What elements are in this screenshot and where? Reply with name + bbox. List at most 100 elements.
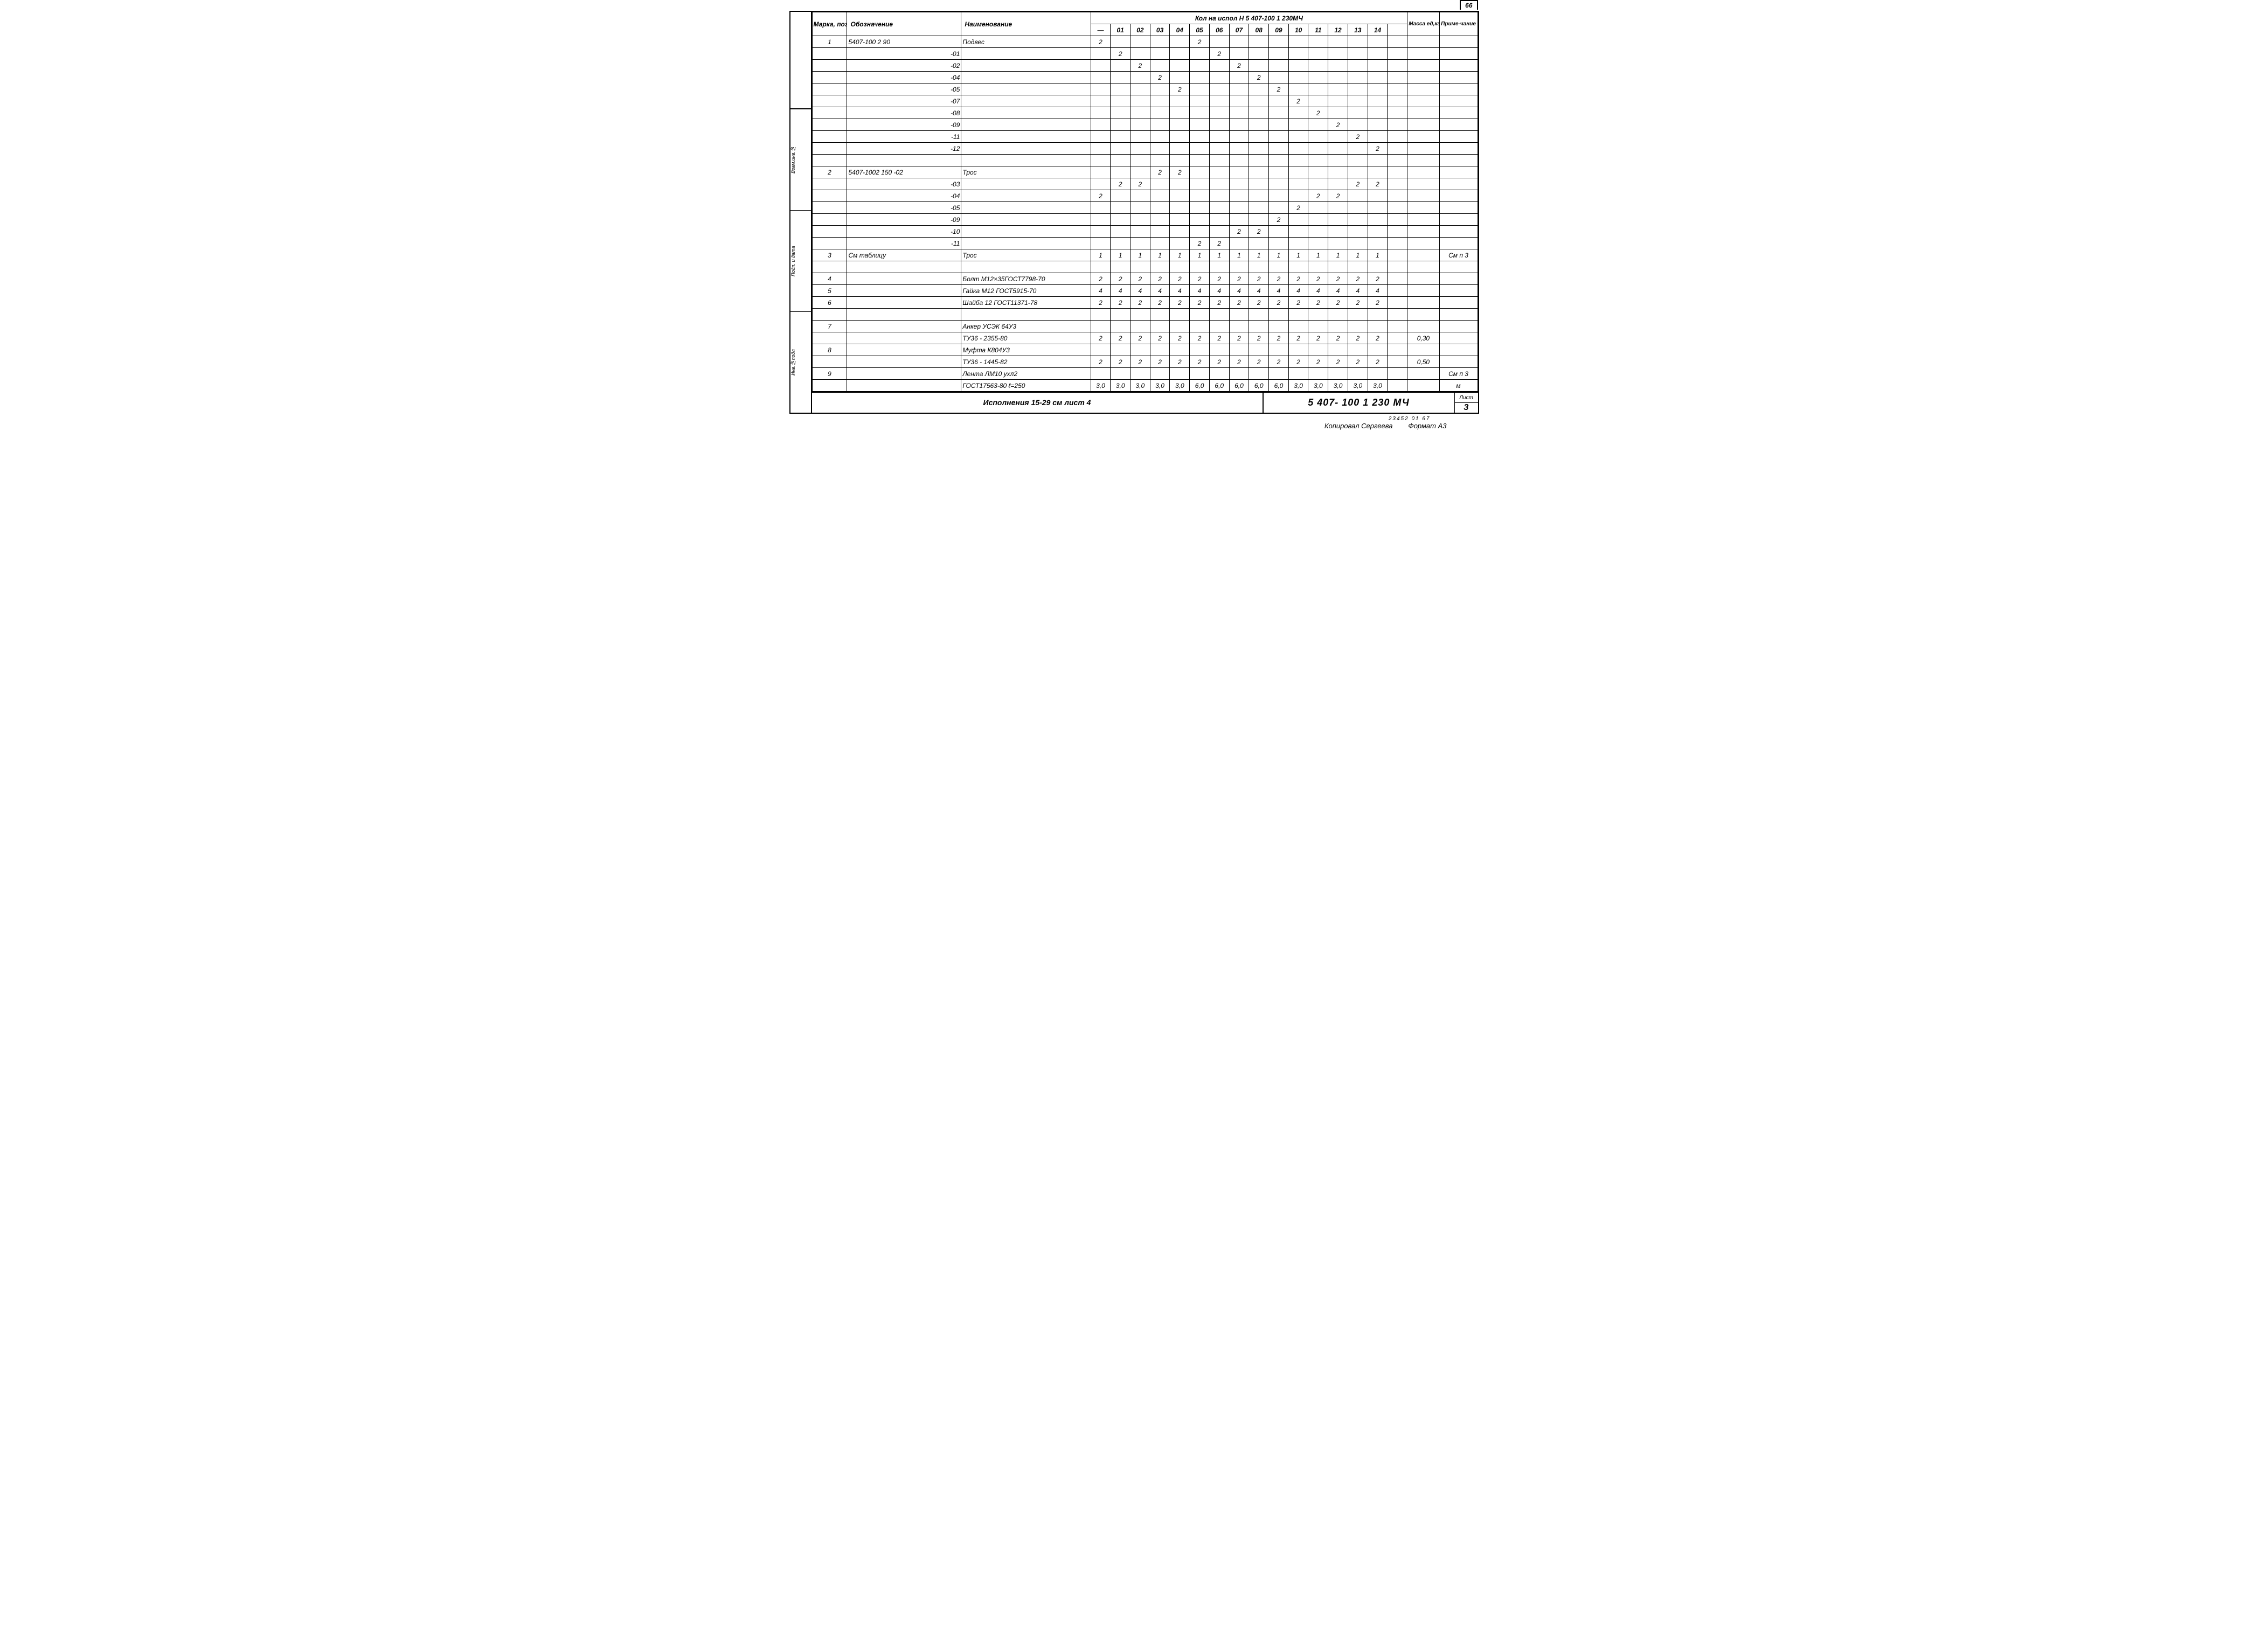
cell — [961, 84, 1091, 95]
document-number: 5 407- 100 1 230 МЧ — [1264, 393, 1454, 413]
mass-cell — [1407, 107, 1439, 119]
qty-cell — [1209, 107, 1229, 119]
qty-cell — [1328, 60, 1348, 72]
cell: ГОСТ17563-80 ℓ=250 — [961, 380, 1091, 392]
cell — [961, 238, 1091, 249]
note-cell — [1439, 309, 1478, 321]
table-row: -092 — [812, 214, 1478, 226]
qty-cell: 2 — [1229, 297, 1249, 309]
qty-cell — [1308, 143, 1328, 155]
cell: 7 — [812, 321, 847, 332]
qty-cell — [1190, 119, 1210, 131]
qty-cell — [1130, 321, 1150, 332]
cell — [812, 309, 847, 321]
qty-cell — [1170, 36, 1190, 48]
note-cell — [1439, 119, 1478, 131]
qty-cell — [1209, 226, 1229, 238]
qty-cell — [1150, 344, 1170, 356]
qty-cell — [1249, 261, 1269, 273]
qty-cell — [1170, 178, 1190, 190]
qty-cell — [1308, 84, 1328, 95]
qty-cell: 2 — [1308, 107, 1328, 119]
qty-cell — [1209, 60, 1229, 72]
qty-cell: 3,0 — [1170, 380, 1190, 392]
table-row: 15407-100 2 90Подвес22 — [812, 36, 1478, 48]
mass-cell — [1407, 297, 1439, 309]
qty-cell: 4 — [1130, 285, 1150, 297]
qty-cell — [1368, 72, 1388, 84]
qty-cell — [1388, 143, 1407, 155]
cell: -03 — [847, 178, 961, 190]
cell — [961, 107, 1091, 119]
qty-col-header: 13 — [1348, 24, 1368, 36]
qty-cell — [1130, 84, 1150, 95]
qty-cell — [1348, 119, 1368, 131]
qty-cell — [1249, 131, 1269, 143]
qty-cell: 4 — [1328, 285, 1348, 297]
qty-cell: 2 — [1229, 60, 1249, 72]
qty-cell — [1170, 72, 1190, 84]
qty-cell: 2 — [1150, 356, 1170, 368]
qty-cell — [1308, 72, 1328, 84]
table-row: -0522 — [812, 84, 1478, 95]
qty-cell — [1170, 261, 1190, 273]
cell — [812, 107, 847, 119]
qty-cell — [1368, 155, 1388, 166]
qty-cell — [1209, 261, 1229, 273]
cell — [961, 155, 1091, 166]
qty-cell — [1170, 226, 1190, 238]
cell — [847, 380, 961, 392]
qty-cell — [1111, 60, 1130, 72]
qty-cell: 2 — [1190, 297, 1210, 309]
qty-cell — [1170, 143, 1190, 155]
qty-cell — [1111, 238, 1130, 249]
qty-col-header: 09 — [1269, 24, 1289, 36]
qty-cell: 2 — [1091, 273, 1111, 285]
qty-cell: 2 — [1130, 356, 1150, 368]
cell: Трос — [961, 166, 1091, 178]
cell: 9 — [812, 368, 847, 380]
qty-cell — [1328, 178, 1348, 190]
mass-cell — [1407, 84, 1439, 95]
qty-cell — [1249, 95, 1269, 107]
cell: Болт М12×35ГОСТ7798-70 — [961, 273, 1091, 285]
qty-cell — [1388, 321, 1407, 332]
qty-cell — [1130, 261, 1150, 273]
qty-cell — [1229, 107, 1249, 119]
qty-cell — [1249, 60, 1269, 72]
qty-cell — [1368, 84, 1388, 95]
mass-cell — [1407, 131, 1439, 143]
qty-cell: 2 — [1091, 356, 1111, 368]
mass-cell — [1407, 60, 1439, 72]
mass-cell — [1407, 72, 1439, 84]
note-cell — [1439, 214, 1478, 226]
cell — [961, 214, 1091, 226]
qty-cell — [1368, 321, 1388, 332]
cell: ТУ36 - 2355-80 — [961, 332, 1091, 344]
qty-cell — [1328, 107, 1348, 119]
qty-cell — [1190, 95, 1210, 107]
qty-col-header: 03 — [1150, 24, 1170, 36]
qty-cell — [1130, 238, 1150, 249]
qty-cell — [1130, 155, 1150, 166]
qty-cell — [1091, 178, 1111, 190]
qty-cell — [1150, 155, 1170, 166]
specification-table: Марка, поз Обозначение Наименование Кол … — [812, 12, 1478, 392]
qty-cell — [1091, 60, 1111, 72]
qty-col-header: 14 — [1368, 24, 1388, 36]
cell: 6 — [812, 297, 847, 309]
qty-cell — [1111, 309, 1130, 321]
qty-cell: 2 — [1130, 297, 1150, 309]
table-row — [812, 261, 1478, 273]
qty-cell — [1308, 131, 1328, 143]
qty-cell — [1130, 143, 1150, 155]
table-row: -082 — [812, 107, 1478, 119]
note-cell: См п 3 — [1439, 368, 1478, 380]
qty-cell: 2 — [1229, 226, 1249, 238]
qty-cell — [1308, 238, 1328, 249]
qty-cell: 2 — [1190, 356, 1210, 368]
qty-cell — [1288, 119, 1308, 131]
qty-cell — [1150, 60, 1170, 72]
qty-cell — [1249, 321, 1269, 332]
qty-cell — [1150, 131, 1170, 143]
